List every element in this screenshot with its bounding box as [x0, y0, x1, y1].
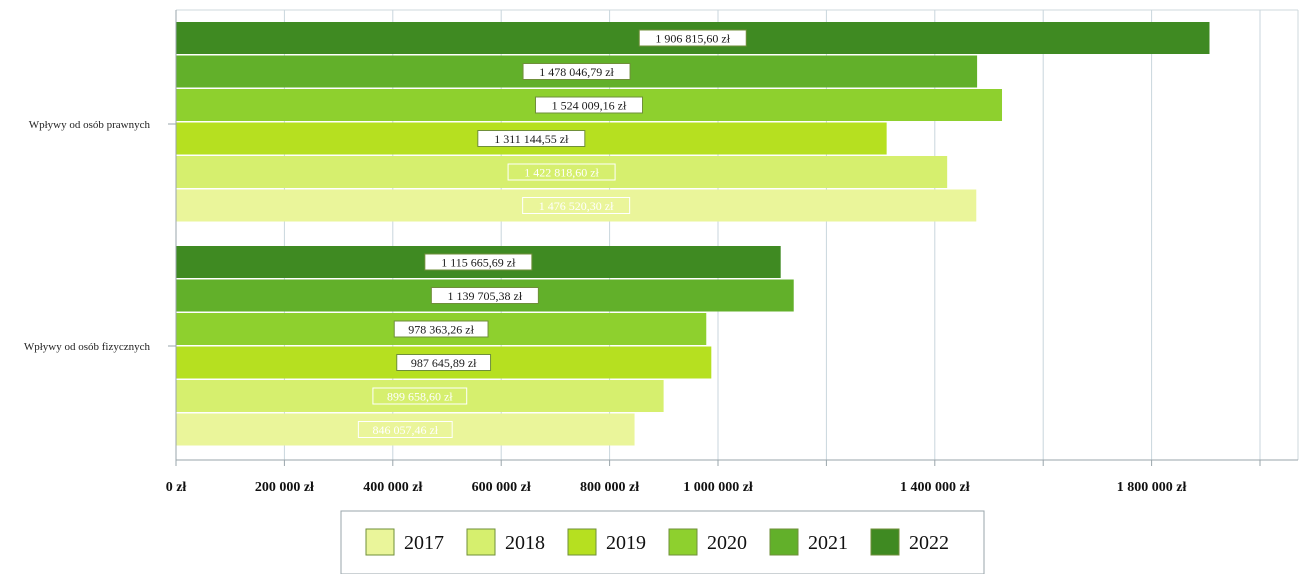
data-label-box — [396, 354, 492, 371]
data-label-box — [372, 387, 468, 405]
legend-swatch-2021 — [769, 528, 799, 556]
data-label-box — [357, 421, 453, 438]
data-label-box — [535, 96, 644, 114]
bars-layer — [176, 22, 1210, 446]
data-label: 978 363,26 zł — [408, 323, 474, 337]
data-label: 1 478 046,79 zł — [539, 65, 614, 79]
x-tick-label: 0 zł — [166, 480, 187, 495]
data-labels-layer: 1 906 815,60 zł 1 478 046,79 zł 1 524 009,… — [357, 29, 747, 438]
category-label: Wpływy od osób prawnych — [29, 119, 151, 131]
x-tick-label: 800 000 zł — [580, 480, 639, 495]
x-tick-label: 1 400 000 zł — [900, 480, 970, 495]
data-label-box — [638, 29, 747, 47]
data-label: 1 524 009,16 zł — [552, 99, 627, 113]
data-label: 1 115 665,69 zł — [441, 256, 516, 270]
bar-2018-fizyczne — [176, 380, 664, 412]
legend-swatch-2022 — [870, 528, 900, 556]
data-label-box — [522, 63, 631, 80]
x-tick-label: 1 800 000 zł — [1117, 480, 1187, 495]
x-tick-label: 1 000 000 zł — [683, 480, 753, 495]
data-label: 1 906 815,60 zł — [655, 32, 730, 46]
data-label: 1 139 705,38 zł — [448, 289, 523, 303]
x-tick-label: 400 000 zł — [363, 480, 422, 495]
bar-2017-prawne — [176, 189, 977, 222]
data-label-box — [477, 130, 586, 147]
bar-2017-fizyczne — [176, 413, 635, 446]
data-label-box — [430, 287, 539, 304]
legend-swatch-2020 — [668, 528, 698, 556]
data-label-box — [507, 163, 616, 181]
data-label: 987 645,89 zł — [411, 356, 477, 370]
data-label-box — [424, 253, 533, 271]
legend-label-2022: 2022 — [909, 532, 949, 554]
legend-swatch-2018 — [466, 528, 496, 556]
legend-swatch-2019 — [567, 528, 597, 556]
legend-label-2020: 2020 — [707, 532, 747, 554]
bar-2018-prawne — [176, 156, 948, 188]
data-label: 899 658,60 zł — [387, 390, 453, 404]
legend-label-2021: 2021 — [808, 532, 848, 554]
x-tick-label: 600 000 zł — [472, 480, 531, 495]
legend: 2017 2018 2019 2020 2021 2022 — [340, 510, 985, 575]
legend-label-2017: 2017 — [404, 532, 444, 554]
legend-label-2019: 2019 — [606, 532, 646, 554]
data-label: 1 476 520,30 zł — [539, 199, 614, 213]
data-label: 1 422 818,60 zł — [524, 166, 599, 180]
data-label: 846 057,46 zł — [372, 423, 438, 437]
data-label: 1 311 144,55 zł — [494, 132, 569, 146]
legend-swatch-2017 — [365, 528, 395, 556]
data-label-box — [393, 320, 489, 338]
axis-layer: Wpływy od osób prawnych Wpływy od osób fi… — [24, 10, 1298, 495]
data-label-box — [522, 197, 631, 214]
x-tick-label: 200 000 zł — [255, 480, 314, 495]
category-label: Wpływy od osób fizycznych — [24, 341, 151, 353]
legend-label-2018: 2018 — [505, 532, 545, 554]
